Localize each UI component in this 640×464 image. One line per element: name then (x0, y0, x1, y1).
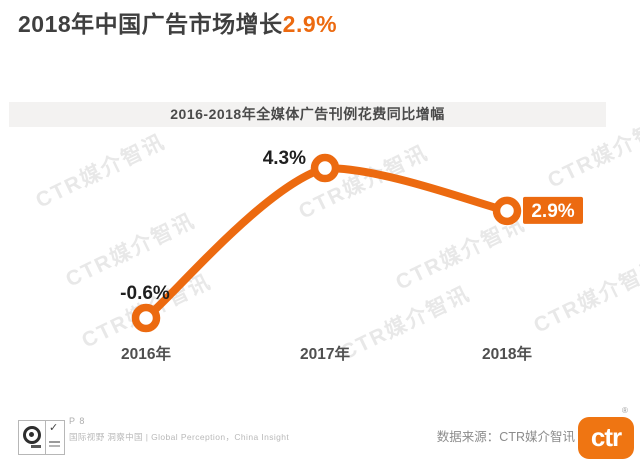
line-chart: -0.6% 4.3% 2.9% 2016年 2017年 2018年 (120, 148, 583, 363)
page-title: 2018年中国广告市场增长2.9% (18, 5, 337, 39)
chart-title-bar: 2016-2018年全媒体广告刊例花费同比增幅 (9, 102, 606, 127)
data-point-1 (310, 153, 340, 183)
footer-tagline: 国际视野 洞察中国 | Global Perception，China Insi… (69, 432, 290, 442)
ctr-logo-text: ctr (590, 422, 622, 452)
value-label-0: -0.6% (120, 283, 170, 304)
audit-emblem-icon: ✓ (46, 421, 64, 454)
trend-line (142, 164, 511, 322)
data-point-2 (492, 196, 522, 226)
registered-trademark-icon: ® (622, 406, 628, 415)
value-label-1: 4.3% (263, 148, 306, 169)
page-number: P 8 (69, 416, 86, 426)
check-icon: ✓ (49, 422, 59, 434)
ctr-logo: ctr (578, 417, 634, 459)
highlight-badge (523, 196, 583, 224)
x-axis-label-1: 2017年 (300, 344, 350, 363)
seal-bar-icon (31, 445, 41, 448)
certification-logos: ✓ (18, 420, 65, 455)
x-axis-label-2: 2018年 (482, 344, 532, 363)
page-title-highlight: 2.9% (282, 11, 338, 37)
data-source-label: 数据来源：CTR媒介智讯 (436, 430, 575, 444)
ctr-seal-icon (19, 421, 46, 454)
emblem-lines-icon (49, 441, 60, 443)
seal-ring-icon (23, 426, 41, 444)
x-axis-label-0: 2016年 (121, 344, 171, 363)
data-point-0 (131, 303, 161, 333)
chart-title: 2016-2018年全媒体广告刊例花费同比增幅 (170, 106, 445, 122)
page-title-text: 2018年中国广告市场增长 (18, 11, 283, 37)
value-label-2: 2.9% (531, 201, 574, 222)
seal-dot-icon (29, 432, 34, 437)
